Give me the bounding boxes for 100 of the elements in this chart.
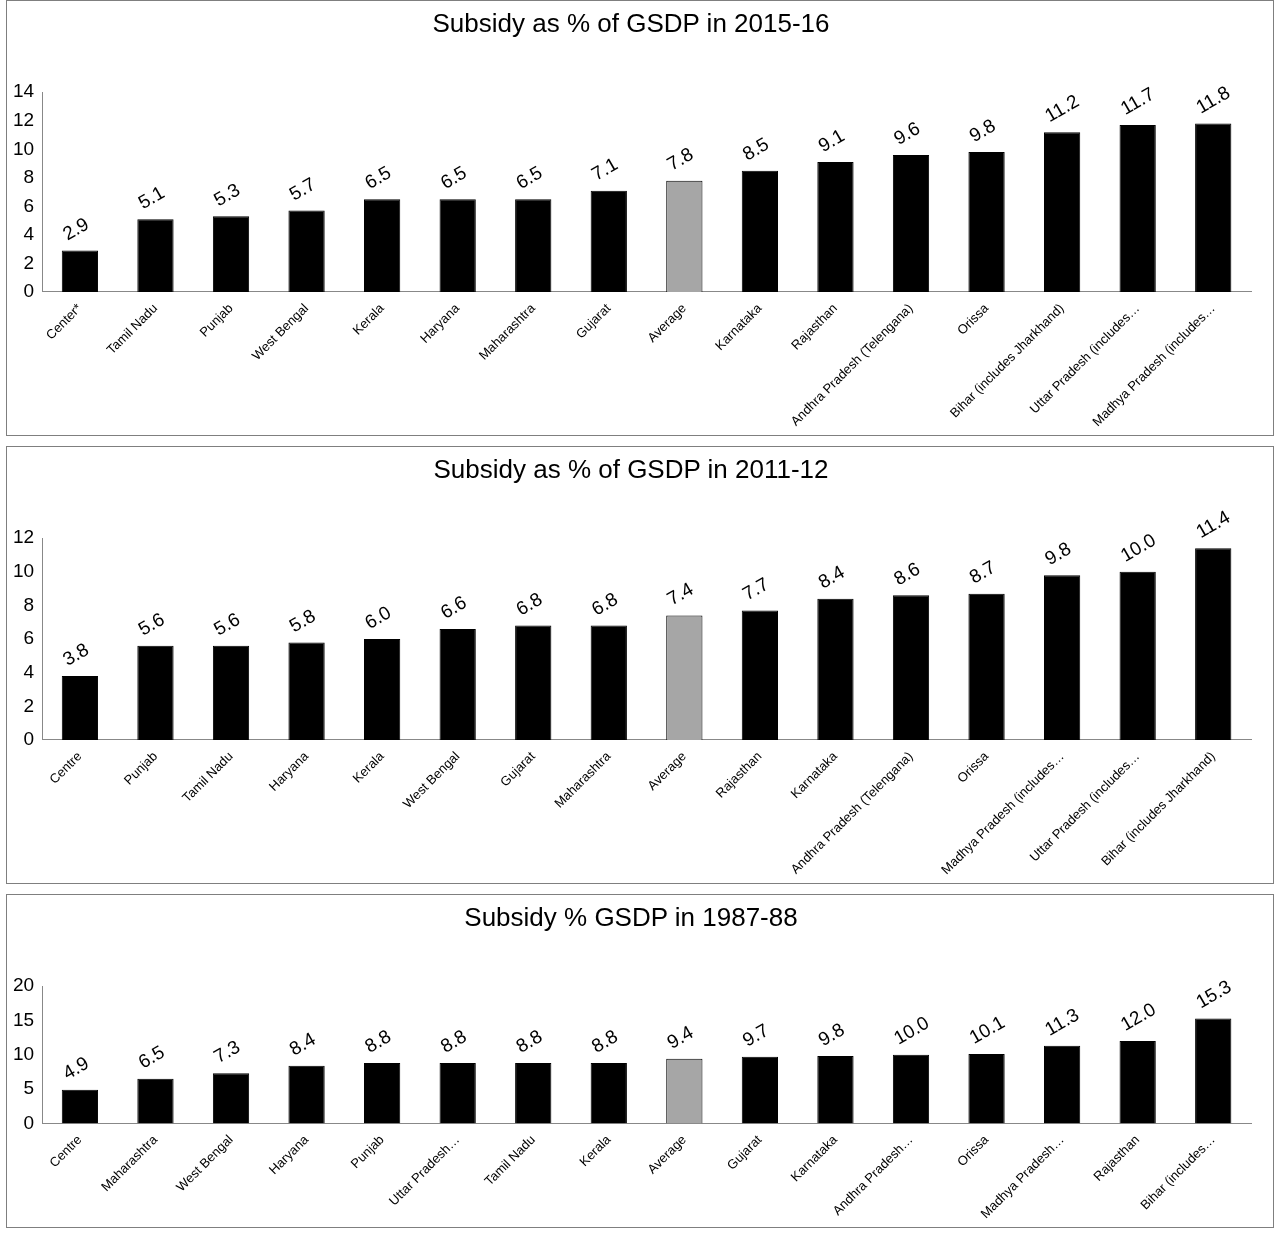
data-label: 4.9 [58, 1052, 93, 1084]
bar [439, 628, 476, 740]
bar [1119, 1041, 1156, 1124]
bar [892, 154, 930, 292]
bar [288, 642, 325, 740]
bar [590, 190, 627, 292]
y-tick-label: 12 [12, 108, 35, 130]
data-label: 8.5 [738, 133, 773, 165]
data-label: 7.7 [738, 572, 773, 605]
bar [515, 199, 552, 292]
data-label: 9.6 [889, 117, 924, 149]
bar [137, 645, 174, 740]
data-label: 10.0 [889, 1011, 933, 1049]
data-label: 6.8 [512, 588, 546, 620]
data-label: 11.4 [1192, 506, 1234, 543]
y-tick-label: 6 [23, 194, 35, 216]
bar [439, 1062, 476, 1124]
bar [515, 1062, 552, 1124]
data-label: 8.8 [587, 1025, 622, 1057]
bar [439, 199, 476, 292]
y-tick-label: 0 [23, 1111, 35, 1133]
bar [61, 250, 99, 292]
bar [817, 162, 854, 292]
bar [741, 610, 779, 740]
y-tick-label: 14 [12, 80, 35, 102]
data-label: 9.1 [814, 124, 848, 156]
bar [137, 1078, 174, 1124]
y-tick-label: 15 [12, 1008, 35, 1030]
data-label: 10.1 [965, 1011, 1009, 1048]
data-label: 8.4 [285, 1028, 319, 1060]
y-tick-label: 12 [12, 526, 35, 548]
data-label: 11.3 [1041, 1003, 1083, 1040]
chart-title: Subsidy as % of GSDP in 2011-12 [433, 453, 829, 484]
y-tick-label: 10 [12, 560, 35, 582]
bar [61, 676, 99, 740]
bar [515, 625, 552, 740]
bar [137, 219, 174, 292]
data-label: 9.4 [663, 1021, 697, 1053]
data-label: 5.8 [285, 604, 319, 637]
y-tick-label: 5 [23, 1077, 35, 1099]
data-label: 7.8 [663, 143, 697, 175]
data-label: 9.8 [965, 114, 999, 146]
bar [1195, 1018, 1232, 1124]
data-label: 8.4 [814, 561, 848, 593]
bar [61, 1089, 99, 1124]
data-label: 6.5 [361, 161, 395, 193]
chart-title: Subsidy as % of GSDP in 2015-16 [432, 7, 830, 38]
y-tick-label: 6 [23, 627, 35, 649]
y-tick-label: 0 [23, 280, 35, 302]
data-label: 5.3 [209, 178, 244, 211]
bar [363, 1062, 401, 1124]
data-label: 8.8 [512, 1025, 546, 1057]
data-label: 5.6 [134, 608, 168, 640]
bar [288, 210, 325, 292]
bar [212, 1073, 250, 1124]
bar [288, 1065, 325, 1124]
data-label: 6.5 [512, 161, 546, 193]
chart-title: Subsidy % GSDP in 1987-88 [464, 901, 798, 932]
data-label: 5.6 [209, 608, 244, 640]
y-tick-label: 8 [23, 593, 35, 615]
data-label: 11.2 [1041, 89, 1083, 126]
y-tick-label: 4 [23, 223, 35, 245]
bar [1043, 575, 1081, 740]
data-label: 6.6 [436, 591, 471, 623]
data-label: 9.8 [1041, 537, 1075, 569]
bar [212, 645, 250, 740]
y-tick-label: 10 [12, 137, 35, 159]
data-label: 6.5 [436, 161, 471, 193]
data-label: 9.8 [814, 1018, 848, 1050]
data-label: 7.4 [663, 577, 697, 610]
data-label: 11.7 [1116, 82, 1158, 119]
data-label: 8.6 [889, 557, 924, 590]
data-label: 6.8 [587, 588, 622, 620]
bar [741, 170, 779, 292]
bar [590, 1062, 627, 1124]
data-label: 7.1 [587, 153, 622, 185]
y-tick-label: 4 [23, 660, 35, 682]
data-label: 7.3 [209, 1035, 244, 1068]
y-tick-label: 2 [23, 251, 35, 273]
bar [817, 598, 854, 740]
bar [817, 1056, 854, 1124]
data-label: 2.9 [58, 212, 93, 245]
data-label: 6.0 [361, 601, 395, 633]
data-label: 12.0 [1116, 998, 1160, 1035]
bar [1043, 132, 1081, 292]
data-label: 5.1 [134, 181, 168, 213]
bar [968, 1054, 1005, 1124]
bar [1119, 571, 1156, 740]
data-label: 15.3 [1192, 975, 1235, 1013]
bar [1043, 1045, 1081, 1124]
bar [741, 1056, 779, 1124]
data-label: 8.7 [965, 556, 999, 588]
bar [968, 593, 1005, 740]
bar [363, 639, 401, 740]
bar [590, 625, 627, 740]
data-label: 8.8 [436, 1025, 471, 1057]
bar [1195, 123, 1232, 292]
data-label: 6.5 [134, 1041, 168, 1073]
bar [968, 152, 1005, 292]
data-label: 10.0 [1116, 528, 1160, 566]
